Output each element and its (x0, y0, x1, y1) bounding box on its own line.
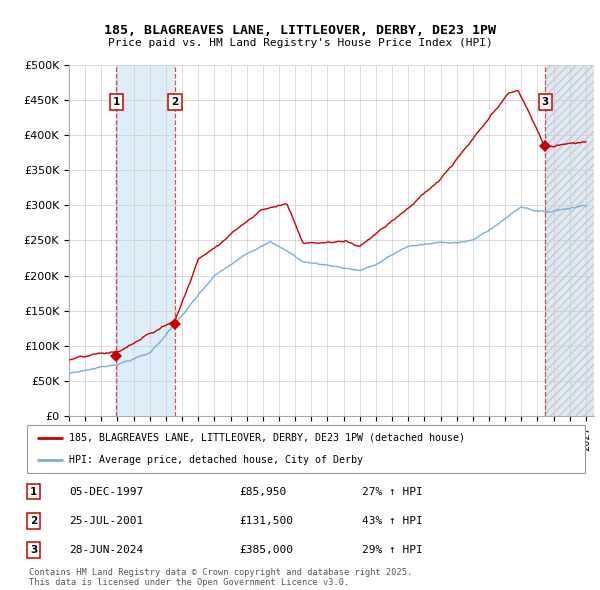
Text: 43% ↑ HPI: 43% ↑ HPI (362, 516, 422, 526)
Text: 185, BLAGREAVES LANE, LITTLEOVER, DERBY, DE23 1PW: 185, BLAGREAVES LANE, LITTLEOVER, DERBY,… (104, 24, 496, 37)
Text: 2: 2 (30, 516, 37, 526)
Text: £85,950: £85,950 (239, 487, 286, 497)
Text: 1: 1 (113, 97, 120, 107)
Text: 05-DEC-1997: 05-DEC-1997 (69, 487, 143, 497)
Text: £131,500: £131,500 (239, 516, 293, 526)
Text: 27% ↑ HPI: 27% ↑ HPI (362, 487, 422, 497)
Bar (116, 65, 175, 416)
Text: Contains HM Land Registry data © Crown copyright and database right 2025.
This d: Contains HM Land Registry data © Crown c… (29, 568, 412, 587)
Text: 28-JUN-2024: 28-JUN-2024 (69, 545, 143, 555)
Text: HPI: Average price, detached house, City of Derby: HPI: Average price, detached house, City… (69, 455, 363, 465)
Text: 3: 3 (542, 97, 549, 107)
Text: 29% ↑ HPI: 29% ↑ HPI (362, 545, 422, 555)
Text: Price paid vs. HM Land Registry's House Price Index (HPI): Price paid vs. HM Land Registry's House … (107, 38, 493, 48)
Text: 3: 3 (30, 545, 37, 555)
Text: 1: 1 (30, 487, 37, 497)
Bar (545, 65, 594, 416)
Bar (545, 65, 594, 416)
FancyBboxPatch shape (27, 425, 585, 473)
Text: 2: 2 (172, 97, 179, 107)
Text: 25-JUL-2001: 25-JUL-2001 (69, 516, 143, 526)
Text: 185, BLAGREAVES LANE, LITTLEOVER, DERBY, DE23 1PW (detached house): 185, BLAGREAVES LANE, LITTLEOVER, DERBY,… (69, 433, 465, 443)
Text: £385,000: £385,000 (239, 545, 293, 555)
